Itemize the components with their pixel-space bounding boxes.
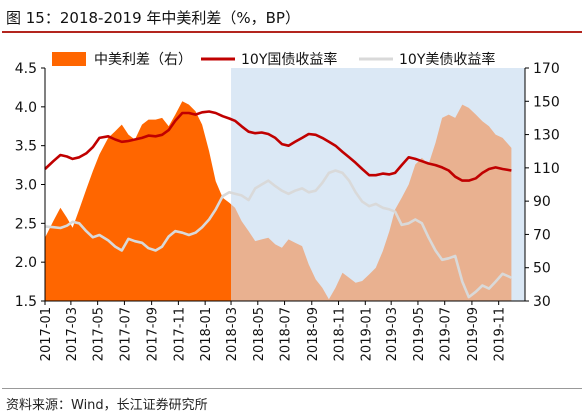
spread-area-after [231,104,512,301]
legend: 中美利差（右） 10Y国债收益率 10Y美债收益率 [52,51,495,68]
y-right-tick-label: 70 [533,227,551,243]
title-rule [2,31,582,33]
x-tick-label: 2019-07 [439,307,454,361]
cn-10y-line [44,110,512,182]
y-left-tick-label: 2.5 [15,216,37,232]
x-tick-label: 2018-05 [252,307,267,361]
legend-label: 中美利差（右） [94,52,192,68]
y-left-tick-label: 4.0 [15,100,37,116]
x-tick-label: 2018-11 [333,307,348,361]
footer-rule [2,388,582,389]
x-tick-label: 2017-03 [65,307,80,361]
x-tick-label: 2018-03 [225,307,240,361]
x-tick-label: 2017-01 [39,307,54,361]
legend-swatch-spread [52,52,86,66]
y-left-tick-label: 1.5 [15,294,37,310]
y-right-tick-label: 130 [533,128,560,144]
axes-group: 1.5 2.0 2.5 3.0 3.5 4.0 4.5 30 50 70 90 110 130 150 17… [15,61,560,361]
y-right-tick-label: 50 [533,261,551,277]
y-left-tick-label: 3.5 [15,139,37,155]
area-group [45,101,512,301]
y-left-tick-label: 4.5 [15,61,37,77]
y-right-tick-label: 150 [533,94,560,110]
y-left-tick-label: 2.0 [15,255,37,271]
x-tick-label: 2019-03 [385,307,400,361]
x-tick-label: 2019-01 [359,307,374,361]
figure-title: 图 15：2018-2019 年中美利差（%，BP） [6,9,300,27]
x-tick-label: 2018-07 [279,307,294,361]
source-note: 资料来源：Wind，长江证券研究所 [6,398,208,413]
legend-label: 10Y国债收益率 [241,51,337,68]
y-right-tick-label: 30 [533,294,551,310]
line-group [44,110,512,299]
x-tick-label: 2017-05 [92,307,107,361]
y-right-tick-label: 170 [533,61,560,77]
chart-svg: 1.5 2.0 2.5 3.0 3.5 4.0 4.5 30 50 70 90 110 130 150 17… [15,51,560,361]
us-10y-line [44,169,512,299]
x-tick-label: 2017-09 [146,307,161,361]
legend-label: 10Y美债收益率 [399,51,495,68]
x-tick-label: 2017-07 [118,307,133,361]
x-tick-label: 2018-09 [306,307,321,361]
y-right-tick-label: 110 [533,161,560,177]
x-tick-label: 2017-11 [172,307,187,361]
x-tick-label: 2019-05 [412,307,427,361]
x-tick-label: 2019-11 [493,307,508,361]
x-tick-label: 2019-09 [466,307,481,361]
spread-area-before [45,101,232,301]
y-left-tick-label: 3.0 [15,178,37,194]
y-right-tick-label: 90 [533,194,551,210]
x-tick-label: 2018-01 [199,307,214,361]
